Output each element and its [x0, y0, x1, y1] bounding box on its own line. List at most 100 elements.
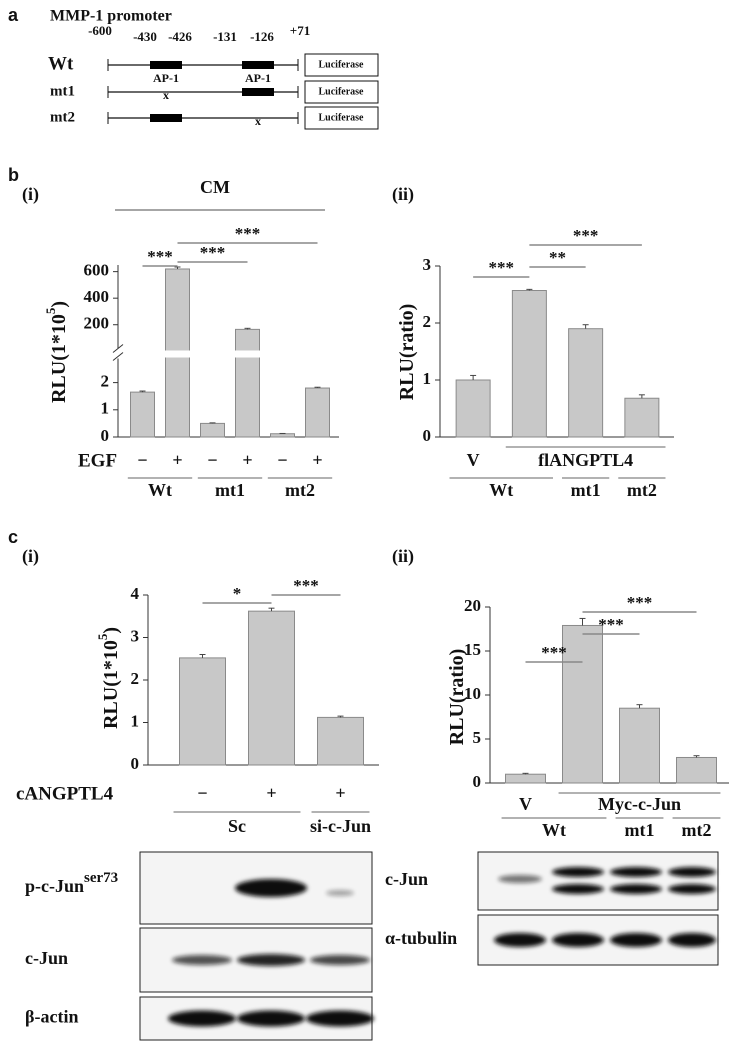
bar-break	[234, 350, 261, 358]
blot-band	[498, 875, 542, 883]
promoter-title: MMP-1 promoter	[50, 8, 172, 25]
site-label: AP-1	[153, 71, 179, 85]
x-label: Wt	[542, 820, 566, 840]
significance-label: ***	[573, 226, 599, 245]
position-label: -426	[168, 29, 192, 44]
significance-label: ***	[235, 224, 261, 243]
axis-break	[112, 352, 124, 361]
blot-band	[668, 884, 716, 894]
blot-band	[610, 933, 662, 947]
y-label-end: )	[48, 301, 70, 308]
y-tick-label: 400	[84, 287, 110, 306]
bar	[455, 379, 491, 438]
y-axis-label: RLU(ratio)	[446, 649, 468, 746]
bar	[505, 773, 546, 784]
y-tick-label: 4	[131, 584, 140, 603]
reporter-box	[304, 53, 379, 77]
blot-band	[235, 879, 307, 897]
y-tick-label: 2	[131, 669, 140, 688]
y-tick-label: 2	[423, 312, 432, 331]
blot-label-text: p-c-Jun	[25, 876, 84, 896]
x-label: mt1	[625, 820, 655, 840]
bar	[200, 422, 225, 438]
x-label: +	[335, 783, 345, 803]
ap1-site	[242, 88, 274, 96]
position-label: -131	[213, 29, 237, 44]
x-label: mt2	[627, 480, 657, 500]
x-row-title: EGF	[78, 450, 117, 471]
x-label: −	[277, 450, 287, 470]
x-label: Wt	[148, 480, 172, 500]
ap1-site	[150, 114, 182, 122]
y-tick-label: 10	[464, 684, 481, 703]
reporter-label: Luciferase	[319, 112, 365, 123]
blot-band	[610, 867, 662, 877]
blot-label: p-c-Junser73	[25, 870, 118, 896]
x-label: si-c-Jun	[310, 816, 371, 836]
x-label: +	[242, 450, 252, 470]
y-tick-label: 5	[473, 728, 482, 747]
y-label-sup: 5	[95, 633, 110, 640]
y-tick-label: 1	[101, 399, 110, 418]
y-label-sup: 5	[43, 307, 58, 314]
significance-label: ***	[541, 643, 567, 662]
position-label: -600	[88, 23, 112, 38]
bar	[179, 657, 226, 766]
blot-band	[610, 884, 662, 894]
blot-band	[326, 890, 354, 896]
bar	[248, 610, 295, 766]
x-label: +	[266, 783, 276, 803]
y-tick-label: 3	[423, 255, 432, 274]
x-label: −	[197, 783, 207, 803]
significance-label: *	[233, 584, 242, 603]
blot-band	[310, 955, 370, 965]
bar	[130, 391, 155, 438]
x-label: mt2	[285, 480, 315, 500]
y-tick-label: 0	[473, 772, 482, 791]
blot-label: β-actin	[25, 1007, 78, 1027]
blot-label-text: β-actin	[25, 1007, 78, 1027]
y-tick-label: 600	[84, 261, 110, 280]
panel-letter: c	[8, 527, 18, 547]
blot-band	[237, 954, 305, 966]
blot-band	[668, 867, 716, 877]
y-tick-label: 3	[131, 626, 140, 645]
y-tick-label: 1	[131, 711, 140, 730]
blot-label-text: α-tubulin	[385, 928, 457, 948]
panel-label: (ii)	[392, 184, 414, 205]
position-label: -430	[133, 29, 157, 44]
site-label: AP-1	[245, 71, 271, 85]
ap1-site	[150, 61, 182, 69]
blot-band	[237, 1010, 305, 1027]
y-axis-label: RLU(1*105)	[43, 301, 70, 403]
significance-label: ***	[489, 258, 515, 277]
construct-name: mt1	[50, 83, 75, 99]
blot-band	[552, 933, 604, 947]
mutation-mark: x	[255, 114, 261, 128]
x-label: −	[207, 450, 217, 470]
blot-label-text: c-Jun	[385, 869, 428, 889]
annotation: CM	[200, 177, 230, 197]
y-tick-label: 0	[131, 754, 140, 773]
y-label-text: RLU(1*10	[100, 640, 122, 729]
x-label: V	[467, 450, 480, 470]
y-label-text: RLU(1*10	[48, 314, 70, 403]
y-tick-label: 2	[101, 372, 110, 391]
significance-label: ***	[200, 243, 226, 262]
blot-label-sup: ser73	[84, 870, 118, 886]
reporter-box	[304, 106, 379, 130]
y-tick-label: 1	[423, 369, 432, 388]
y-axis-label: RLU(ratio)	[396, 304, 418, 401]
x-label: Sc	[228, 816, 246, 836]
x-label: +	[312, 450, 322, 470]
x-label: Wt	[489, 480, 513, 500]
blot-band	[494, 933, 546, 947]
x-label: mt1	[215, 480, 245, 500]
blot-band	[668, 933, 716, 947]
x-label: mt1	[571, 480, 601, 500]
reporter-label: Luciferase	[319, 59, 365, 70]
bar-break	[164, 350, 191, 358]
reporter-box	[304, 80, 379, 104]
bar	[317, 716, 364, 766]
